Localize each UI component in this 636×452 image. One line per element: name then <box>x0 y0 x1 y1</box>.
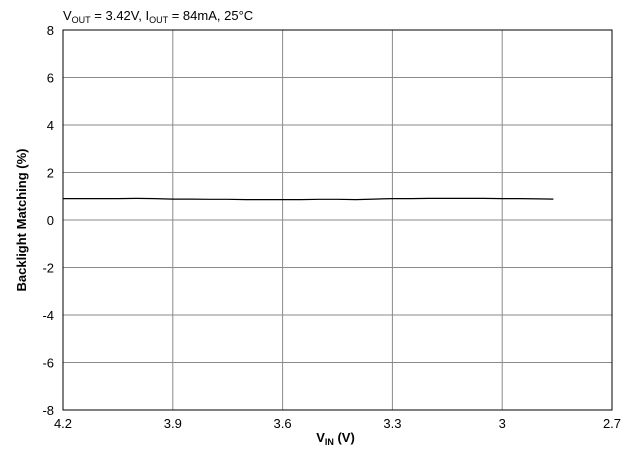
vout-subscript: OUT <box>72 15 92 25</box>
y-tick-label: 2 <box>47 166 54 181</box>
x-tick-label: 3.9 <box>164 416 182 431</box>
grid <box>62 29 613 411</box>
y-axis-ticks: 8 6 4 2 0 -2 -4 -6 -8 <box>42 23 54 418</box>
vout-value: = 3.42V, I <box>91 8 149 23</box>
y-tick-label: -4 <box>42 308 54 323</box>
series-layer <box>63 197 554 201</box>
conditions-label: VOUT = 3.42V, IOUT = 84mA, 25°C <box>63 8 253 25</box>
iout-subscript: OUT <box>149 15 169 25</box>
y-tick-label: 6 <box>47 71 54 86</box>
x-tick-label: 3.3 <box>383 416 401 431</box>
x-axis-label-sub: IN <box>325 437 334 447</box>
vout-symbol: V <box>63 8 72 23</box>
x-axis-label-main: V <box>316 430 325 445</box>
y-tick-label: 8 <box>47 23 54 38</box>
plot-frame <box>62 29 613 411</box>
x-tick-label: 3 <box>499 416 506 431</box>
x-axis-label: VIN (V) <box>316 430 355 447</box>
x-axis-ticks: 4.2 3.9 3.6 3.3 3 2.7 <box>54 416 621 431</box>
y-tick-label: -8 <box>42 403 54 418</box>
y-tick-label: 4 <box>47 118 54 133</box>
iout-value: = 84mA, 25°C <box>168 8 253 23</box>
series-line <box>63 197 554 201</box>
x-tick-label: 3.6 <box>274 416 292 431</box>
x-axis-label-unit: (V) <box>334 430 355 445</box>
y-tick-label: 0 <box>47 213 54 228</box>
y-axis-label: Backlight Matching (%) <box>14 148 29 291</box>
x-tick-label: 4.2 <box>54 416 72 431</box>
x-tick-label: 2.7 <box>603 416 621 431</box>
y-tick-label: -6 <box>42 356 54 371</box>
y-tick-label: -2 <box>42 261 54 276</box>
